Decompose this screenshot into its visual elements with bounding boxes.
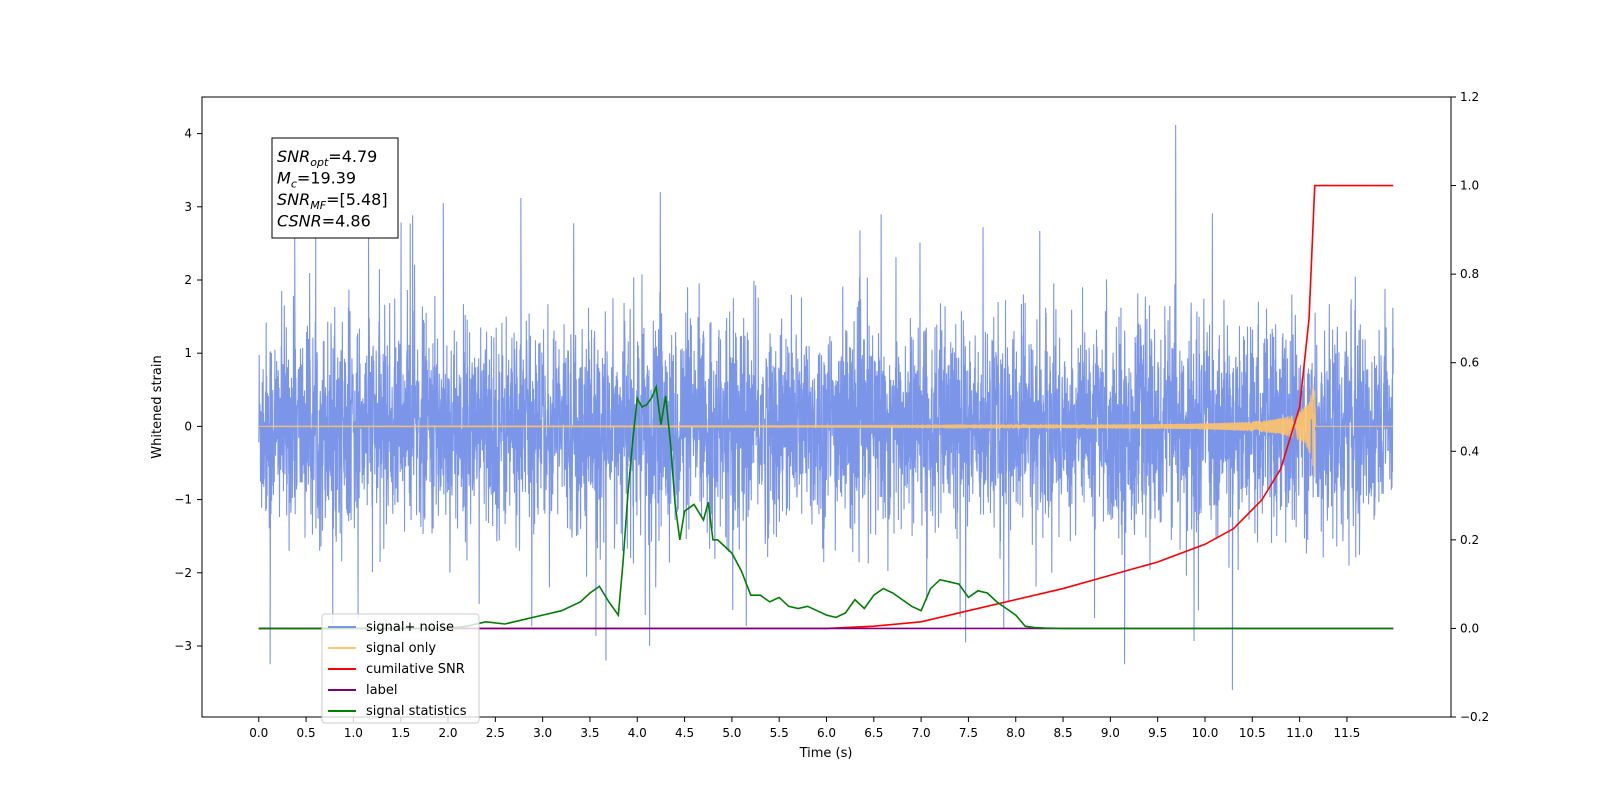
annotation-symbol: SNR [277,147,310,166]
annotation-symbol: CSNR [277,212,322,231]
legend-entry-label: label [366,683,397,698]
annotation-subscript: c [291,178,297,191]
y-tick-label: −2 [174,566,192,580]
x-axis-label: Time (s) [799,746,853,761]
annotation-line: SNRMF=[5.48] [277,190,388,212]
legend-entry-label: signal only [366,641,436,656]
x-tick-label: 2.5 [486,726,505,740]
x-tick-label: 1.0 [344,726,363,740]
annotation-line: CSNR=4.86 [277,212,371,231]
y-tick-label: 2 [184,273,192,287]
x-tick-label: 3.0 [533,726,552,740]
x-tick-label: 4.5 [675,726,694,740]
annotation-subscript: opt [310,156,329,169]
x-tick-label: 0.0 [249,726,268,740]
x-tick-label: 5.0 [722,726,741,740]
y2-tick-label: 0.0 [1460,621,1479,635]
y-tick-label: 3 [184,200,192,214]
y2-tick-label: 1.0 [1460,179,1479,193]
legend: signal+ noise signal only cumilative SNR la… [321,613,480,724]
y-axis-left: 4 3 2 1 0 −1 −2 −3 [174,127,202,653]
x-tick-label: 4.0 [628,726,647,740]
x-tick-label: 3.5 [580,726,599,740]
x-tick-label: 5.5 [770,726,789,740]
annotation-value: =[5.48] [326,190,388,209]
x-tick-label: 11.5 [1334,726,1361,740]
annotation-line: SNRopt=4.79 [277,147,377,169]
x-tick-label: 7.0 [912,726,931,740]
y-tick-label: 4 [184,127,192,141]
legend-entry-label: signal+ noise [366,620,454,635]
x-tick-label: 9.5 [1148,726,1167,740]
annotation-value: =4.79 [328,147,377,166]
y-axis-label: Whitened strain [150,355,165,458]
annotation-symbol: SNR [277,190,310,209]
y2-tick-label: 0.4 [1460,444,1479,458]
x-tick-label: 8.0 [1006,726,1025,740]
x-tick-label: 0.5 [297,726,316,740]
legend-frame [321,613,480,724]
annotation-value: =4.86 [322,212,371,231]
y-axis-right: 1.2 1.0 0.8 0.6 0.4 0.2 0.0 −0.2 [1451,90,1489,724]
y-tick-label: 1 [184,346,192,360]
x-tick-label: 8.5 [1054,726,1073,740]
legend-entry-label: cumilative SNR [366,662,465,677]
annotation-line: Mc=19.39 [277,169,356,191]
y2-tick-label: 0.6 [1460,356,1479,370]
annotation-value: =19.39 [297,169,356,188]
y2-tick-label: 0.2 [1460,533,1479,547]
x-tick-label: 7.5 [959,726,978,740]
x-tick-label: 6.5 [864,726,883,740]
y-tick-label: −3 [174,639,192,653]
annotation-symbol: M [277,169,291,188]
series-signal-statistics [258,384,1394,630]
x-tick-label: 9.0 [1101,726,1120,740]
x-tick-label: 11.0 [1286,726,1313,740]
x-tick-label: 10.5 [1239,726,1266,740]
x-tick-label: 2.0 [438,726,457,740]
x-axis: 0.0 0.5 1.0 1.5 2.0 2.5 3.0 3.5 4.0 4.5 5.0 5.5 6.0 6… [249,717,1360,740]
series-signal-only [258,384,1394,478]
series-cumulative-snr [258,184,1394,630]
legend-entry-label: signal statistics [366,704,467,719]
y2-tick-label: 0.8 [1460,267,1479,281]
data-layer [258,124,1394,690]
x-tick-label: 1.5 [391,726,410,740]
y2-tick-label: 1.2 [1460,90,1479,104]
x-tick-label: 10.0 [1192,726,1219,740]
x-tick-label: 6.0 [817,726,836,740]
y-tick-label: 0 [184,419,192,433]
y-tick-label: −1 [174,493,192,507]
annotation-subscript: MF [310,199,326,212]
y2-tick-label: −0.2 [1460,710,1489,724]
annotation-box-frame [271,137,399,239]
